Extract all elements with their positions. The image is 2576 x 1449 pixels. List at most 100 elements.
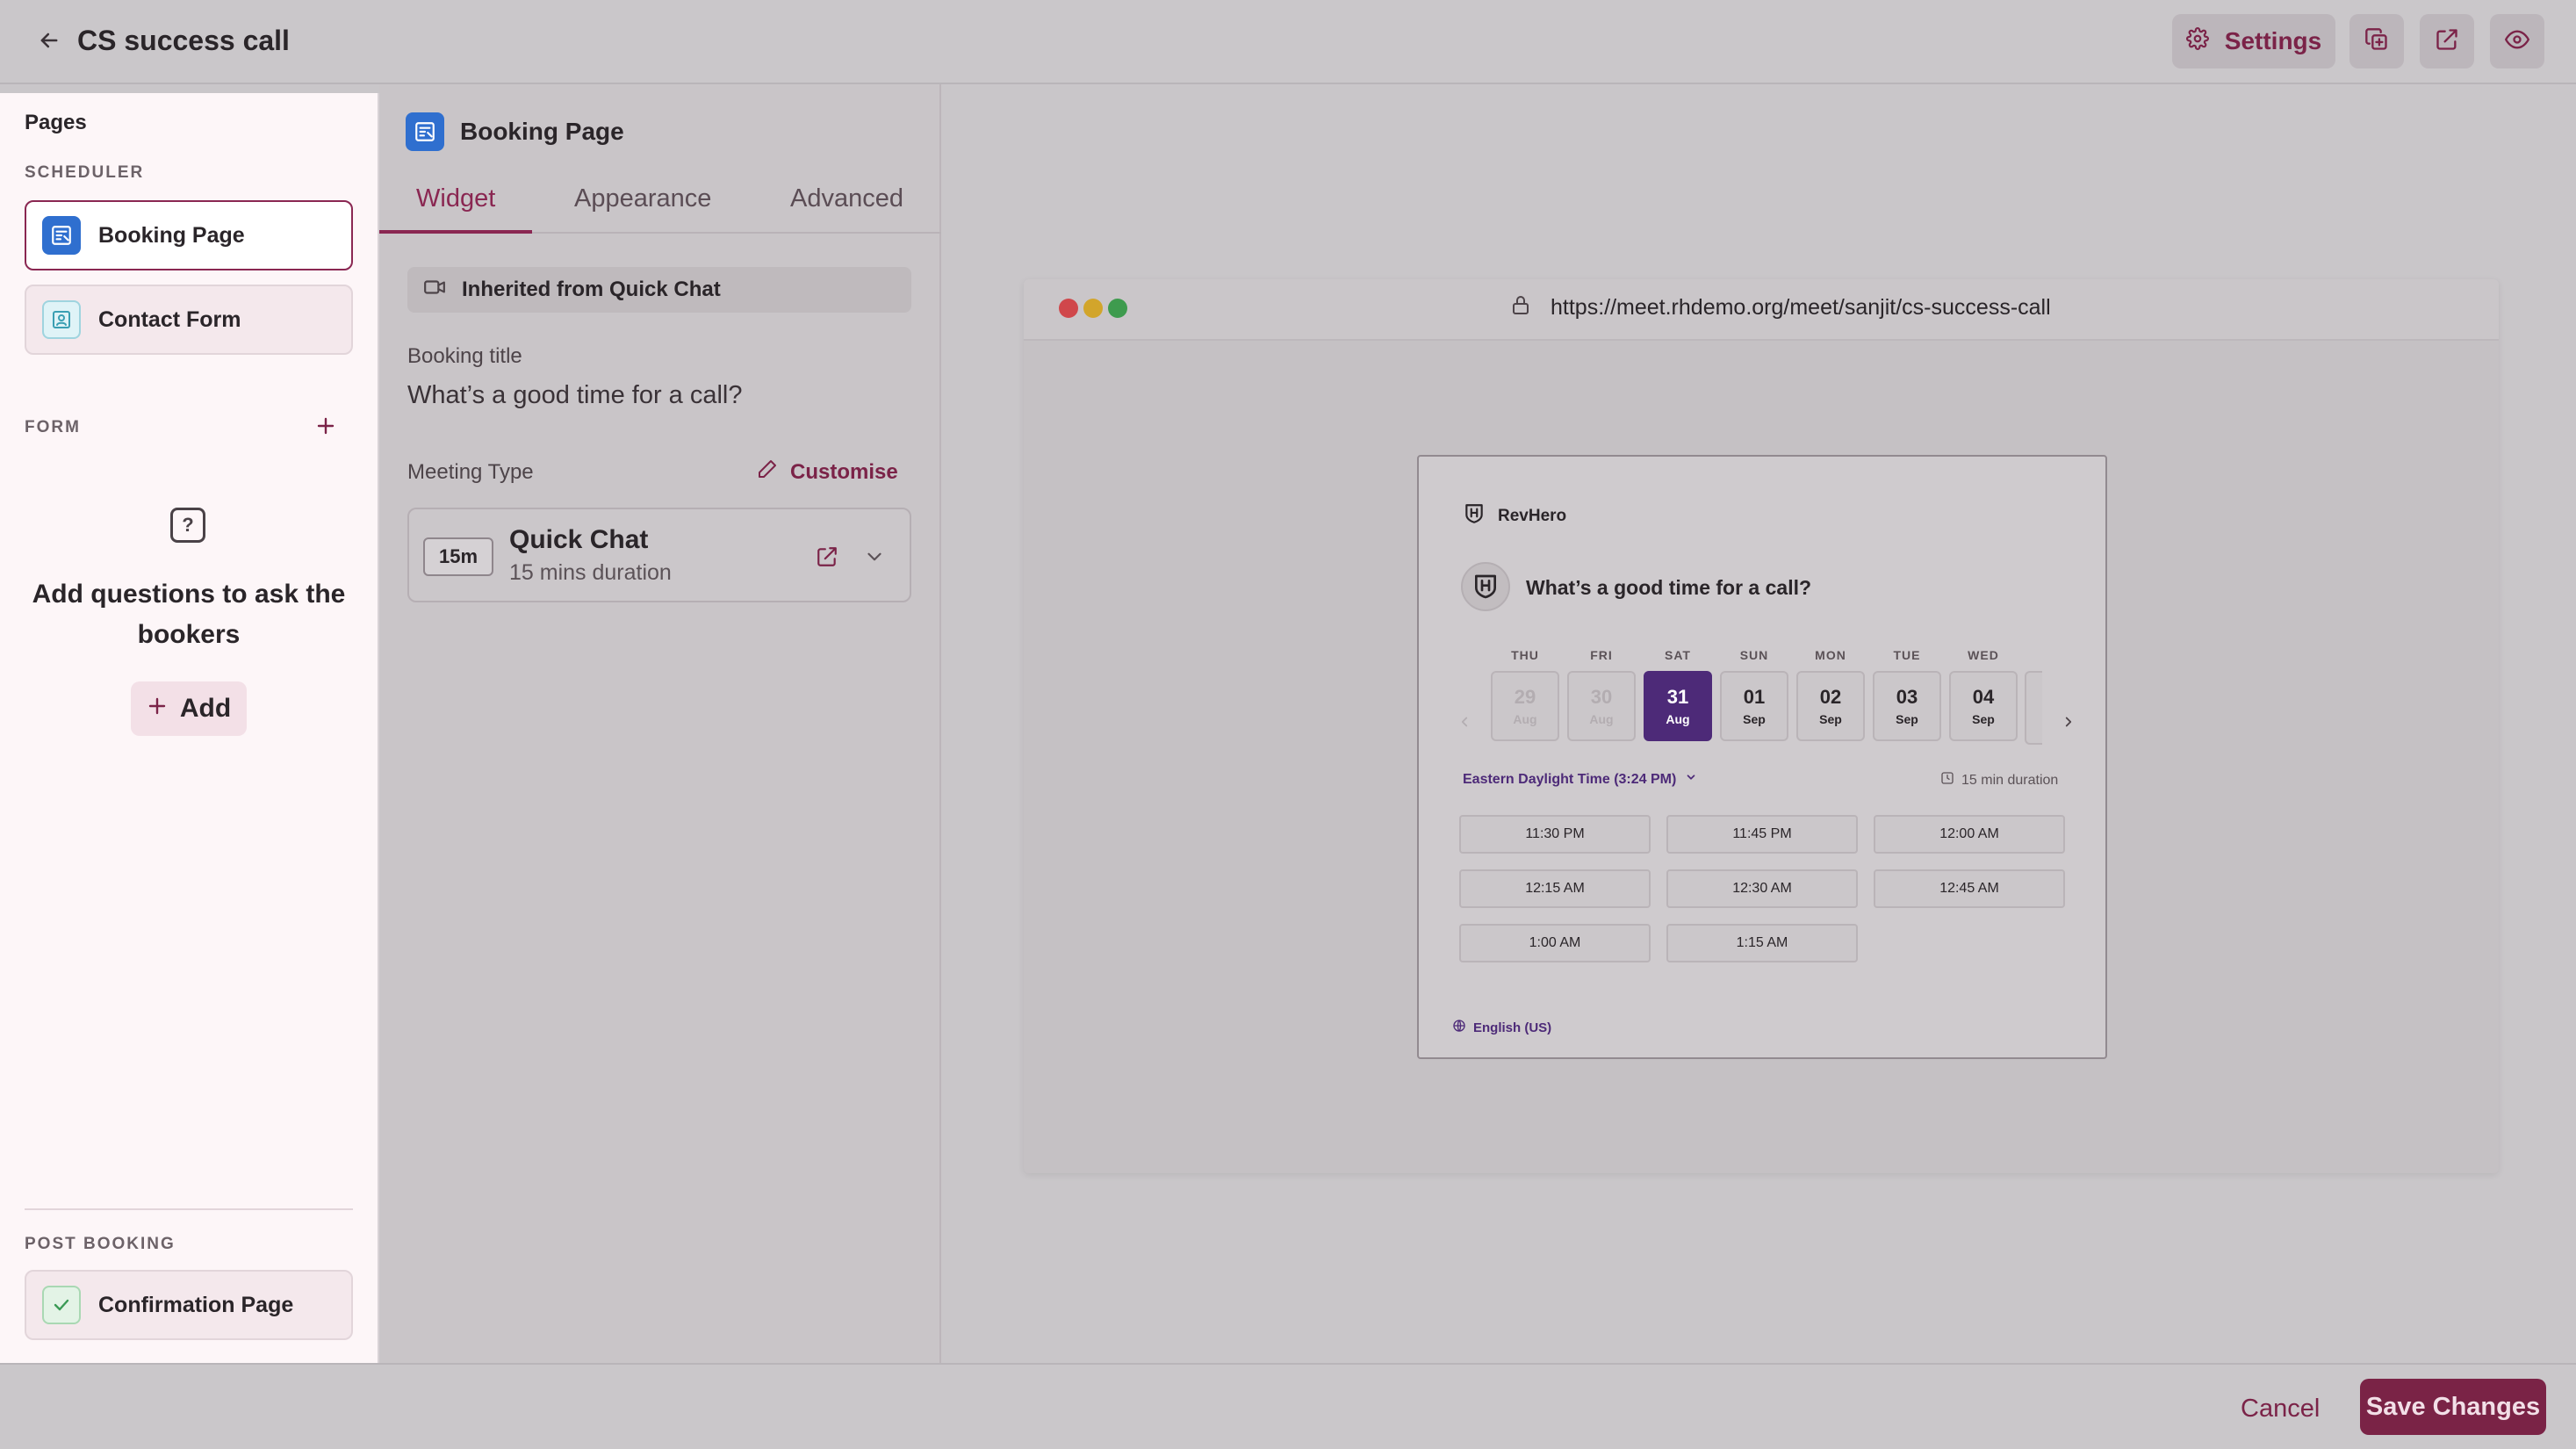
day-name: SUN bbox=[1739, 648, 1769, 662]
page-item-contact-form[interactable]: Contact Form bbox=[25, 285, 353, 355]
day-name: MON bbox=[1815, 648, 1846, 662]
widget-duration-label: 15 min duration bbox=[1961, 772, 2059, 788]
meeting-type-label: Meeting Type bbox=[407, 460, 534, 484]
window-maximize-dot bbox=[1108, 299, 1127, 318]
avatar bbox=[1461, 562, 1510, 611]
widget-question: What’s a good time for a call? bbox=[1526, 576, 1812, 599]
date-button[interactable]: 30 Aug bbox=[1567, 671, 1636, 741]
empty-state-text: Add questions to ask the bookers bbox=[32, 580, 346, 649]
contact-form-icon bbox=[42, 300, 81, 339]
day-name: THU bbox=[1511, 648, 1539, 662]
save-changes-button[interactable]: Save Changes bbox=[2360, 1379, 2546, 1435]
page-item-booking-page[interactable]: Booking Page bbox=[25, 200, 353, 270]
date-number: 04 bbox=[1972, 686, 1995, 708]
day-wed: WED 04 Sep bbox=[1949, 648, 2018, 741]
chevron-down-icon[interactable] bbox=[860, 543, 889, 571]
meeting-type-card[interactable]: 15m Quick Chat 15 mins duration bbox=[407, 508, 911, 602]
booking-widget: RevHero What’s a good time for a call? T… bbox=[1417, 455, 2107, 1059]
time-slot[interactable]: 1:00 AM bbox=[1459, 924, 1651, 962]
config-panel-title: Booking Page bbox=[460, 118, 624, 145]
time-slot[interactable]: 12:00 AM bbox=[1874, 815, 2065, 854]
add-question-button[interactable]: Add bbox=[131, 681, 247, 736]
day-name: FRI bbox=[1590, 648, 1613, 662]
date-button[interactable]: 02 Sep bbox=[1796, 671, 1865, 741]
eye-icon bbox=[2505, 27, 2529, 56]
page-title: CS success call bbox=[77, 25, 290, 56]
duplicate-icon bbox=[2364, 27, 2389, 56]
time-slot[interactable]: 1:15 AM bbox=[1666, 924, 1858, 962]
time-slot[interactable]: 11:30 PM bbox=[1459, 815, 1651, 854]
window-close-dot bbox=[1059, 299, 1078, 318]
lock-icon bbox=[1510, 293, 1531, 322]
preview-url: https://meet.rhdemo.org/meet/sanjit/cs-s… bbox=[1551, 295, 2051, 320]
window-minimize-dot bbox=[1083, 299, 1103, 318]
inherited-label: Inherited from Quick Chat bbox=[462, 278, 721, 301]
form-section-label: FORM bbox=[25, 418, 81, 436]
meeting-duration: 15 mins duration bbox=[509, 560, 672, 585]
tab-bar: Widget Appearance Advanced bbox=[379, 176, 941, 234]
day-name: WED bbox=[1968, 648, 1999, 662]
timezone-selector[interactable]: Eastern Daylight Time (3:24 PM) bbox=[1463, 771, 1697, 788]
external-link-icon[interactable] bbox=[813, 543, 841, 571]
customise-button[interactable]: Customise bbox=[757, 458, 898, 486]
tab-appearance[interactable]: Appearance bbox=[574, 184, 712, 213]
time-slot[interactable]: 12:15 AM bbox=[1459, 869, 1651, 908]
date-button-selected[interactable]: 31 Aug bbox=[1644, 671, 1712, 741]
chevron-right-icon[interactable] bbox=[2058, 711, 2079, 732]
pages-heading: Pages bbox=[25, 111, 87, 134]
date-number: 30 bbox=[1590, 686, 1613, 708]
date-number: 03 bbox=[1896, 686, 1918, 708]
booking-page-icon bbox=[42, 216, 81, 255]
duplicate-button[interactable] bbox=[2349, 14, 2404, 68]
revhero-logo-icon bbox=[1463, 502, 1486, 530]
divider bbox=[25, 1208, 353, 1210]
browser-bar: https://meet.rhdemo.org/meet/sanjit/cs-s… bbox=[1024, 279, 2499, 341]
tab-advanced[interactable]: Advanced bbox=[790, 184, 903, 213]
booking-title-label: Booking title bbox=[407, 344, 522, 368]
page-item-confirmation-page[interactable]: Confirmation Page bbox=[25, 1270, 353, 1340]
post-booking-section-label: POST BOOKING bbox=[25, 1235, 176, 1253]
time-slot[interactable]: 12:30 AM bbox=[1666, 869, 1858, 908]
add-question-label: Add bbox=[179, 694, 232, 723]
cancel-button[interactable]: Cancel bbox=[2241, 1394, 2321, 1423]
duration-badge: 15m bbox=[423, 537, 493, 576]
day-tue: TUE 03 Sep bbox=[1873, 648, 1941, 741]
date-month: Sep bbox=[1819, 712, 1842, 726]
preview-button[interactable] bbox=[2490, 14, 2544, 68]
clock-icon bbox=[1940, 771, 1954, 789]
globe-icon bbox=[1452, 1019, 1466, 1036]
pencil-icon bbox=[757, 458, 778, 486]
date-button[interactable]: 29 Aug bbox=[1491, 671, 1559, 741]
tab-widget[interactable]: Widget bbox=[416, 184, 496, 213]
date-month: Aug bbox=[1513, 712, 1537, 726]
footer-bar: Cancel Save Changes bbox=[0, 1363, 2576, 1449]
page-item-label: Booking Page bbox=[98, 222, 245, 248]
add-form-question-icon[interactable] bbox=[313, 413, 339, 439]
date-button[interactable]: 01 Sep bbox=[1720, 671, 1788, 741]
date-month: Aug bbox=[1589, 712, 1614, 726]
active-tab-indicator bbox=[379, 230, 532, 234]
inherited-notice: Inherited from Quick Chat bbox=[407, 267, 911, 313]
back-arrow-icon[interactable] bbox=[32, 23, 67, 58]
date-number: 31 bbox=[1666, 686, 1689, 708]
settings-button[interactable]: Settings bbox=[2172, 14, 2335, 68]
language-selector[interactable]: English (US) bbox=[1452, 1019, 1551, 1036]
day-name: SAT bbox=[1665, 648, 1691, 662]
share-button[interactable] bbox=[2420, 14, 2474, 68]
settings-label: Settings bbox=[2224, 27, 2322, 54]
timezone-label: Eastern Daylight Time (3:24 PM) bbox=[1463, 771, 1677, 787]
booking-title-input[interactable]: What’s a good time for a call? bbox=[407, 381, 743, 409]
date-number: 29 bbox=[1514, 686, 1536, 708]
url-bar: https://meet.rhdemo.org/meet/sanjit/cs-s… bbox=[1510, 293, 2051, 322]
day-mon: MON 02 Sep bbox=[1796, 648, 1865, 741]
date-button[interactable]: 04 Sep bbox=[1949, 671, 2018, 741]
time-slot[interactable]: 12:45 AM bbox=[1874, 869, 2065, 908]
date-button[interactable]: 03 Sep bbox=[1873, 671, 1941, 741]
time-slot[interactable]: 11:45 PM bbox=[1666, 815, 1858, 854]
widget-duration: 15 min duration bbox=[1940, 771, 2058, 789]
date-number: 02 bbox=[1819, 686, 1842, 708]
date-month: Aug bbox=[1666, 712, 1690, 726]
page-item-label: Contact Form bbox=[98, 306, 241, 332]
meeting-name: Quick Chat bbox=[509, 525, 649, 554]
chevron-left-icon[interactable] bbox=[1454, 711, 1475, 732]
